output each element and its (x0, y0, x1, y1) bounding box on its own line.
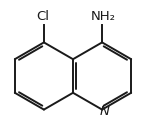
Text: NH₂: NH₂ (91, 10, 115, 23)
Text: N: N (100, 105, 110, 118)
Text: Cl: Cl (36, 10, 49, 23)
